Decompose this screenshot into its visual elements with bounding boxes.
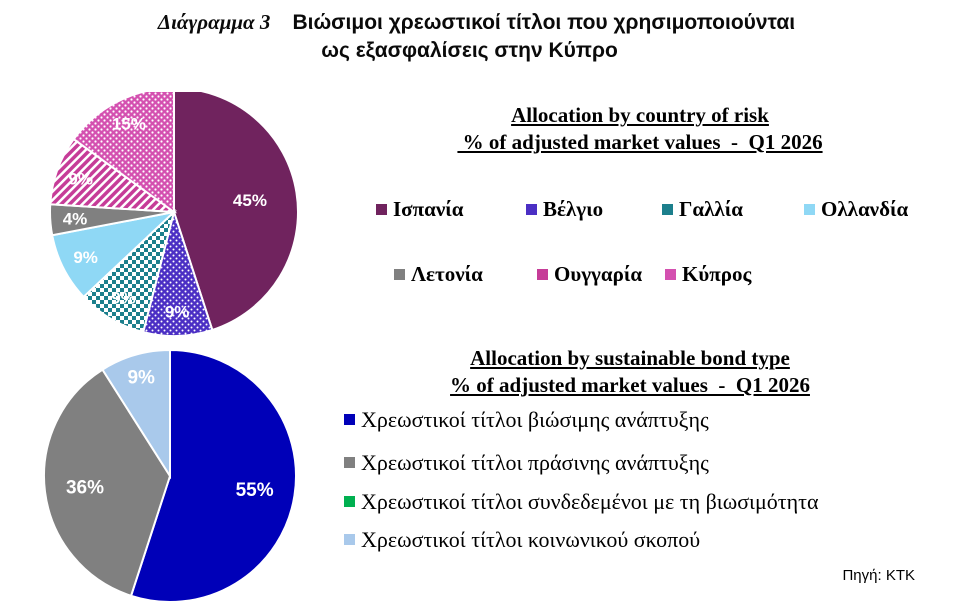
legend-item-social: Χρεωστικοί τίτλοι κοινωνικού σκοπού bbox=[344, 527, 700, 553]
slice-label: 36% bbox=[66, 478, 104, 499]
figure-title-line1: Βιώσιμοι χρεωστικοί τίτλοι που χρησιμοπο… bbox=[292, 11, 796, 34]
slice-label: 15% bbox=[112, 115, 146, 134]
legend-label: Βέλγιο bbox=[543, 197, 604, 221]
legend-swatch bbox=[804, 203, 815, 215]
legend-item-sustainable: Χρεωστικοί τίτλοι βιώσιμης ανάπτυξης bbox=[344, 407, 709, 433]
pie-slice bbox=[101, 348, 171, 480]
pie2-heading: Allocation by sustainable bond type % of… bbox=[330, 345, 930, 399]
pie-slice bbox=[72, 92, 175, 214]
figure-number: Διάγραμμα 3 bbox=[157, 10, 271, 34]
slice-label: 9% bbox=[127, 368, 155, 389]
pie1-heading: Allocation by country of risk % of adjus… bbox=[360, 102, 920, 156]
legend-swatch bbox=[344, 414, 355, 426]
slice-label: 9% bbox=[73, 248, 98, 267]
pie-slice bbox=[173, 92, 299, 332]
legend-item-cyprus: Κύπρος bbox=[665, 262, 751, 287]
legend-item-hungary: Ουγγαρία bbox=[537, 262, 642, 287]
slice-label: 4% bbox=[63, 209, 88, 228]
pie-slice bbox=[43, 368, 172, 598]
legend-swatch bbox=[662, 203, 673, 215]
legend-label: Κύπρος bbox=[682, 262, 752, 286]
pie1-subtitle: % of adjusted market values - Q1 2026 bbox=[457, 130, 823, 154]
legend-swatch bbox=[344, 496, 355, 508]
pie1-title: Allocation by country of risk bbox=[511, 103, 769, 127]
legend-item-netherlands: Ολλανδία bbox=[804, 197, 908, 222]
pie-chart-bond-type: 55% 36% 9% bbox=[43, 348, 297, 603]
legend-item-belgium: Βέλγιο bbox=[526, 197, 603, 222]
legend-label: Γαλλία bbox=[679, 197, 743, 221]
slice-label: 45% bbox=[233, 191, 267, 210]
legend-swatch bbox=[344, 457, 355, 469]
legend-label: Χρεωστικοί τίτλοι πράσινης ανάπτυξης bbox=[361, 450, 709, 475]
slice-label: 9% bbox=[68, 170, 93, 189]
legend-label: Χρεωστικοί τίτλοι συνδεδεμένοι με τη βιω… bbox=[361, 489, 819, 514]
source-note: Πηγή: ΚΤΚ bbox=[842, 567, 915, 584]
slice-label: 9% bbox=[111, 289, 136, 308]
legend-item-green: Χρεωστικοί τίτλοι πράσινης ανάπτυξης bbox=[344, 450, 709, 476]
legend-label: Ολλανδία bbox=[821, 197, 909, 221]
pie-chart-country: 45% 9% 9% 9% 4% 9% 15% bbox=[49, 92, 299, 337]
slice-label: 55% bbox=[236, 480, 274, 501]
legend-swatch bbox=[376, 203, 387, 215]
legend-label: Λετονία bbox=[411, 262, 483, 286]
pie2-title: Allocation by sustainable bond type bbox=[470, 346, 790, 370]
legend-label: Χρεωστικοί τίτλοι κοινωνικού σκοπού bbox=[361, 527, 701, 552]
legend-item-spain: Ισπανία bbox=[376, 197, 463, 222]
legend-swatch bbox=[537, 268, 548, 280]
legend-swatch bbox=[665, 268, 676, 280]
legend-swatch bbox=[344, 534, 355, 546]
pie2-subtitle: % of adjusted market values - Q1 2026 bbox=[450, 373, 810, 397]
legend-label: Ουγγαρία bbox=[554, 262, 643, 286]
figure-title: Διάγραμμα 3 Βιώσιμοι χρεωστικοί τίτλοι πο… bbox=[0, 10, 953, 63]
legend-label: Ισπανία bbox=[393, 197, 464, 221]
legend-item-france: Γαλλία bbox=[662, 197, 743, 222]
legend-swatch bbox=[526, 203, 537, 215]
legend-item-sustainability-linked: Χρεωστικοί τίτλοι συνδεδεμένοι με τη βιω… bbox=[344, 489, 818, 515]
legend-item-latvia: Λετονία bbox=[394, 262, 483, 287]
figure-title-line2: ως εξασφαλίσεις στην Κύπρο bbox=[321, 39, 618, 62]
legend-swatch bbox=[394, 268, 405, 280]
legend-label: Χρεωστικοί τίτλοι βιώσιμης ανάπτυξης bbox=[361, 407, 709, 432]
slice-label: 9% bbox=[165, 302, 190, 321]
